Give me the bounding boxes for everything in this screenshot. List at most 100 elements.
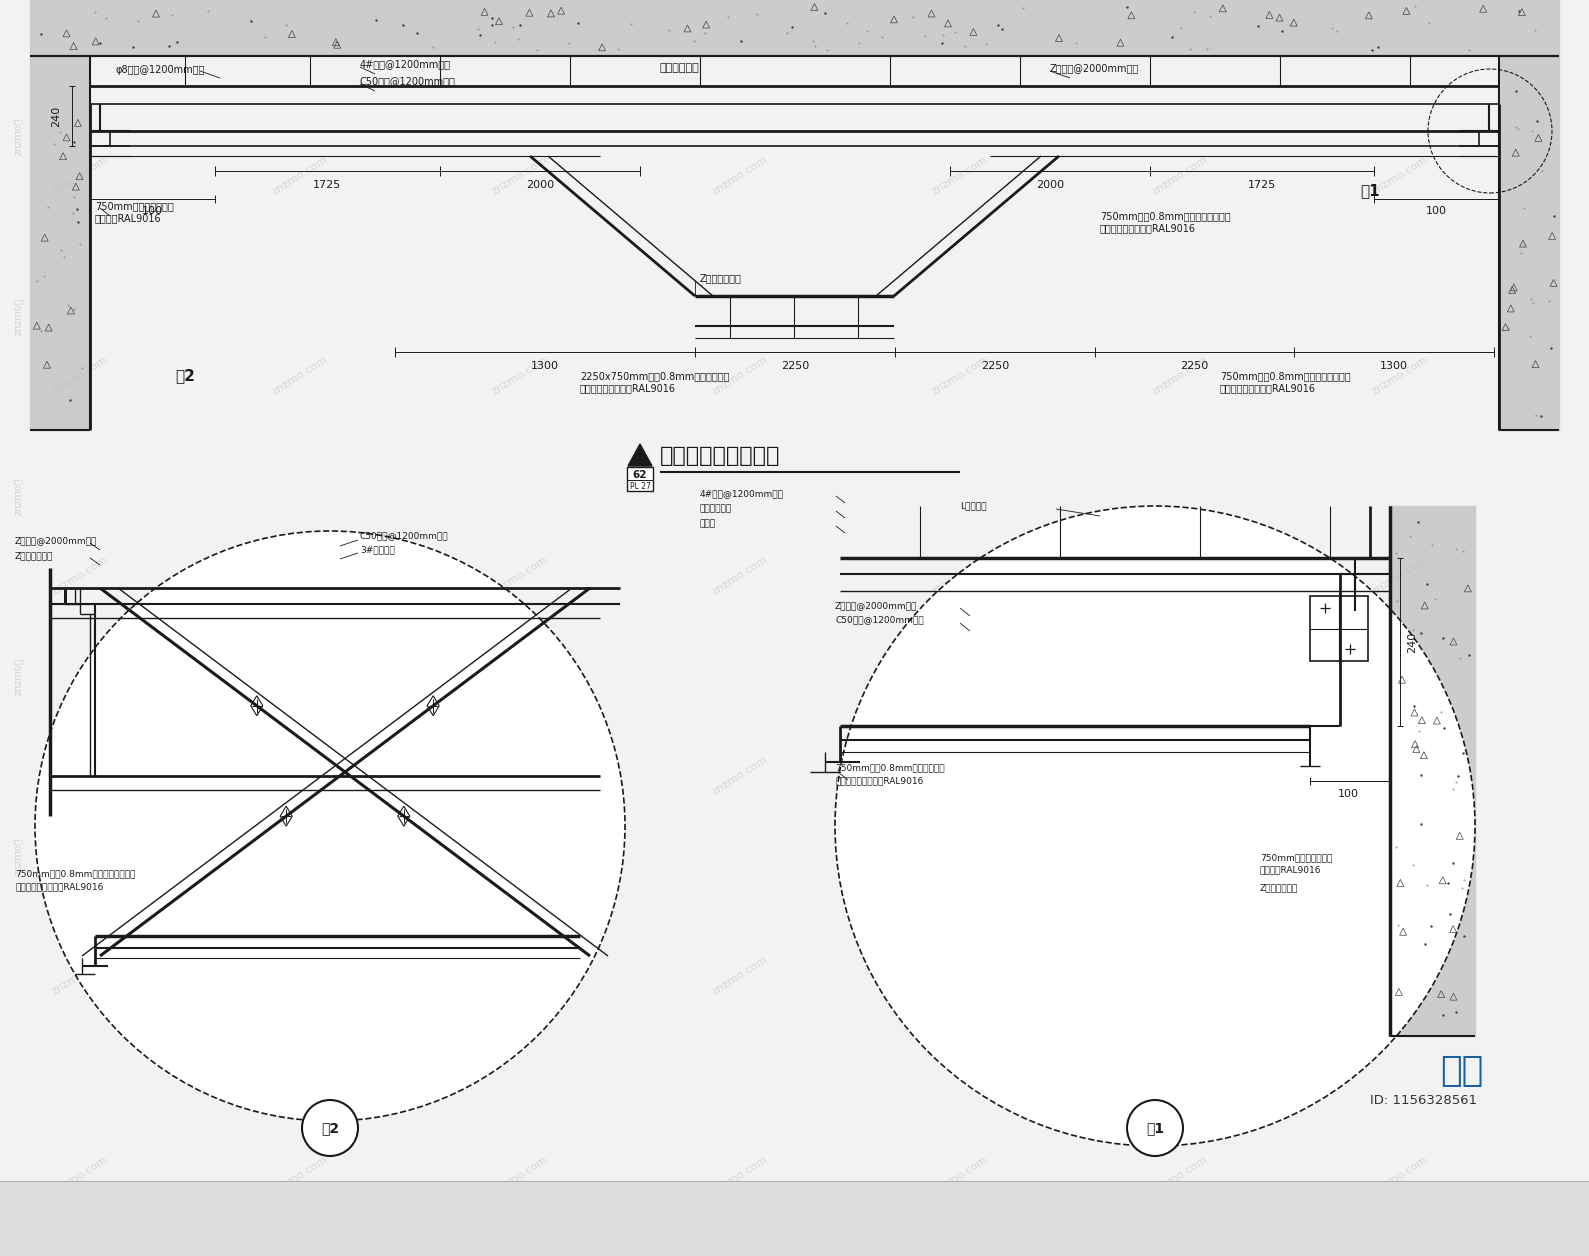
Text: znzmo.com: znzmo.com xyxy=(270,1156,329,1197)
Text: znzmo.com: znzmo.com xyxy=(51,955,110,997)
Text: 2000: 2000 xyxy=(526,180,555,190)
Text: znzmo.com: znzmo.com xyxy=(1150,955,1209,997)
Text: znzmo.com: znzmo.com xyxy=(1150,355,1209,397)
Text: 知末: 知末 xyxy=(1440,1054,1483,1088)
Text: znzmo.com: znzmo.com xyxy=(491,355,550,397)
Text: znzmo.com: znzmo.com xyxy=(51,755,110,798)
Text: φ8吊筋@1200mm间距: φ8吊筋@1200mm间距 xyxy=(114,65,205,75)
Text: znzmo网: znzmo网 xyxy=(13,477,22,515)
Text: 1725: 1725 xyxy=(1247,180,1276,190)
Polygon shape xyxy=(628,445,651,466)
Text: 2250: 2250 xyxy=(780,360,809,371)
Text: Z型龙骨防风卡: Z型龙骨防风卡 xyxy=(14,551,54,560)
Text: znzmo.com: znzmo.com xyxy=(491,1156,550,1197)
Text: 750mm宽，0.8mm厚特制钩挂式铝合: 750mm宽，0.8mm厚特制钩挂式铝合 xyxy=(1220,371,1351,381)
Text: znzmo.com: znzmo.com xyxy=(270,355,329,397)
Text: 金瓦楞板吊顶，颜色RAL9016: 金瓦楞板吊顶，颜色RAL9016 xyxy=(1100,224,1197,234)
Text: 4#角钢@1200mm间距: 4#角钢@1200mm间距 xyxy=(701,490,783,499)
Text: znzmo.com: znzmo.com xyxy=(710,355,769,397)
Text: 2250: 2250 xyxy=(1181,360,1208,371)
Text: znzmo.com: znzmo.com xyxy=(1370,154,1430,197)
Text: znzmo.com: znzmo.com xyxy=(1370,355,1430,397)
Circle shape xyxy=(834,506,1475,1145)
Text: 详1: 详1 xyxy=(1360,183,1379,198)
Text: znzmo.com: znzmo.com xyxy=(710,154,769,197)
Text: 750mm宽，0.8mm厚钩挂式铝合: 750mm宽，0.8mm厚钩挂式铝合 xyxy=(834,764,944,772)
Text: znzmo.com: znzmo.com xyxy=(710,1156,769,1197)
Text: znzmo.com: znzmo.com xyxy=(1150,555,1209,597)
Text: znzmo.com: znzmo.com xyxy=(1370,955,1430,997)
Text: 62: 62 xyxy=(632,471,647,480)
Text: 详2: 详2 xyxy=(321,1122,338,1135)
Text: Z型龙骨防风卡: Z型龙骨防风卡 xyxy=(701,273,742,283)
Text: C50龙骨@1200mm间距: C50龙骨@1200mm间距 xyxy=(361,531,448,540)
Text: 750mm宽，0.8mm厚特制钩挂式铝合: 750mm宽，0.8mm厚特制钩挂式铝合 xyxy=(1100,211,1230,221)
Text: 金瓦楞板吊顶，颜色RAL9016: 金瓦楞板吊顶，颜色RAL9016 xyxy=(580,383,675,393)
Circle shape xyxy=(302,1100,358,1156)
Text: 3#角钢斜撑: 3#角钢斜撑 xyxy=(361,545,394,554)
Text: 2250x750mm宽，0.8mm厚钩挂式铝合: 2250x750mm宽，0.8mm厚钩挂式铝合 xyxy=(580,371,729,381)
Text: znzmo.com: znzmo.com xyxy=(1150,154,1209,197)
Text: ID: 1156328561: ID: 1156328561 xyxy=(1370,1094,1478,1108)
Text: 典型金属吊顶剖面图: 典型金属吊顶剖面图 xyxy=(659,446,780,466)
Text: znzmo.com: znzmo.com xyxy=(931,955,990,997)
Text: 750mm宽，0.8mm厚特制钩挂式铝合: 750mm宽，0.8mm厚特制钩挂式铝合 xyxy=(14,869,135,878)
Text: znzmo.com: znzmo.com xyxy=(491,755,550,798)
Text: L型板边条: L型板边条 xyxy=(960,501,987,510)
Text: 750mm宽异形铝合金墙: 750mm宽异形铝合金墙 xyxy=(1260,854,1332,863)
Text: znzmo.com: znzmo.com xyxy=(931,755,990,798)
Text: znzmo网: znzmo网 xyxy=(13,838,22,874)
Text: 2000: 2000 xyxy=(1036,180,1065,190)
Text: znzmo.com: znzmo.com xyxy=(270,755,329,798)
Text: 金瓦楞板吊顶，颜色RAL9016: 金瓦楞板吊顶，颜色RAL9016 xyxy=(1220,383,1316,393)
Text: znzmo.com: znzmo.com xyxy=(710,755,769,798)
Text: Z型龙骨@2000mm间距: Z型龙骨@2000mm间距 xyxy=(834,602,917,610)
Text: 240: 240 xyxy=(1406,632,1417,653)
Text: znzmo.com: znzmo.com xyxy=(51,154,110,197)
Text: 钢角码: 钢角码 xyxy=(701,520,717,529)
Text: 详2: 详2 xyxy=(175,368,195,383)
Circle shape xyxy=(1127,1100,1182,1156)
Text: 750mm宽异形铝合金墙: 750mm宽异形铝合金墙 xyxy=(95,201,173,211)
Text: 100: 100 xyxy=(1425,206,1446,216)
Text: znzmo.com: znzmo.com xyxy=(1370,555,1430,597)
Text: znzmo.com: znzmo.com xyxy=(270,555,329,597)
Text: znzmo.com: znzmo.com xyxy=(491,555,550,597)
Text: 2250: 2250 xyxy=(980,360,1009,371)
Text: znzmo.com: znzmo.com xyxy=(51,355,110,397)
Text: Z型龙骨@2000mm间距: Z型龙骨@2000mm间距 xyxy=(14,536,97,545)
Bar xyxy=(628,467,653,491)
Text: znzmo.com: znzmo.com xyxy=(270,154,329,197)
Text: Z型龙骨防风卡: Z型龙骨防风卡 xyxy=(1260,883,1298,893)
Text: PL 27: PL 27 xyxy=(629,482,650,491)
Text: znzmo.com: znzmo.com xyxy=(931,555,990,597)
Text: 金瓦楞板吊顶，颜色RAL9016: 金瓦楞板吊顶，颜色RAL9016 xyxy=(834,776,923,785)
Text: 金瓦楞板吊顶，颜色RAL9016: 金瓦楞板吊顶，颜色RAL9016 xyxy=(14,883,103,892)
Text: znzmo.com: znzmo.com xyxy=(931,355,990,397)
Text: znzmo.com: znzmo.com xyxy=(491,154,550,197)
Text: znzmo网: znzmo网 xyxy=(13,117,22,154)
Text: znzmo.com: znzmo.com xyxy=(270,955,329,997)
Text: znzmo网: znzmo网 xyxy=(13,657,22,695)
Text: 板，颜色RAL9016: 板，颜色RAL9016 xyxy=(95,214,162,224)
Text: 1300: 1300 xyxy=(1379,360,1408,371)
Text: znzmo.com: znzmo.com xyxy=(1150,1156,1209,1197)
Text: znzmo.com: znzmo.com xyxy=(1370,755,1430,798)
Text: 100: 100 xyxy=(141,206,162,216)
Text: znzmo.com: znzmo.com xyxy=(710,955,769,997)
Text: 1300: 1300 xyxy=(531,360,559,371)
Text: znzmo.com: znzmo.com xyxy=(1150,755,1209,798)
Circle shape xyxy=(35,531,624,1122)
Text: 详1: 详1 xyxy=(1146,1122,1165,1135)
Text: znzmo网: znzmo网 xyxy=(13,298,22,335)
Text: 1725: 1725 xyxy=(313,180,342,190)
Text: znzmo.com: znzmo.com xyxy=(51,555,110,597)
Text: 4#角钢@1200mm间距: 4#角钢@1200mm间距 xyxy=(361,59,451,69)
Text: znzmo.com: znzmo.com xyxy=(491,955,550,997)
Text: 板，颜色RAL9016: 板，颜色RAL9016 xyxy=(1260,865,1322,874)
Text: 墙板专用龙骨: 墙板专用龙骨 xyxy=(701,505,733,514)
Text: znzmo.com: znzmo.com xyxy=(931,154,990,197)
Text: znzmo.com: znzmo.com xyxy=(1370,1156,1430,1197)
Text: 行李夹层空间: 行李夹层空间 xyxy=(659,63,699,73)
Text: znzmo.com: znzmo.com xyxy=(710,555,769,597)
